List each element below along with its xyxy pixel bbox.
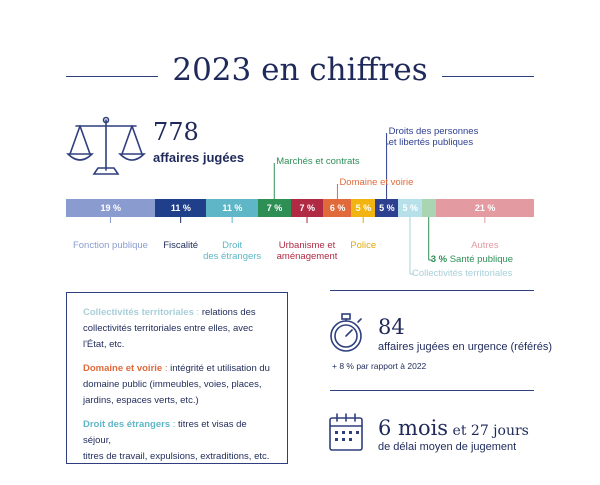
definition-term: Domaine et voirie (83, 363, 163, 374)
definition-term: Collectivités territoriales (83, 307, 194, 318)
definitions-box: Collectivités territoriales : relations … (66, 292, 288, 464)
definition-sep: : (162, 363, 171, 374)
urgence-label: affaires jugées en urgence (référés) (378, 341, 553, 353)
bar-value-label: 6 % (329, 203, 346, 213)
category-label-text: Fonction publique (72, 240, 148, 251)
bar-value-label: 5 % (355, 203, 372, 213)
scales-icon (66, 116, 146, 175)
category-label-text: Police (350, 240, 377, 251)
calendar-icon (329, 413, 363, 451)
stacked-bar: 19 % 11 % 11 % 7 % 7 % 6 % 5 % 5 % 5 % 21 % (66, 199, 535, 217)
category-label-text: Droits des personnes et libertés publiqu… (388, 126, 479, 148)
definitions-list: Collectivités territoriales : relations … (67, 293, 287, 485)
bar-value-label: 7 % (299, 203, 315, 213)
category-label-marches-et-contrats: Marchés et contrats (276, 156, 359, 167)
category-label-fonction-publique: Fonction publique (73, 240, 148, 251)
definition-text: collectivités territoriales entre elles,… (83, 323, 254, 334)
category-label-police: Police (350, 240, 376, 251)
category-label-text: Marchés et contrats (276, 156, 360, 167)
bar-segment-droits-des-personnes-et-libertes-publiques: 5 % (374, 199, 399, 217)
page-title: 2023 en chiffres (172, 52, 428, 88)
definition-text: domaine public (immeubles, voies, places… (83, 379, 262, 390)
bar-value-label: 11 % (170, 203, 191, 213)
definition-text: jardins, espaces verts, etc.) (83, 395, 199, 406)
bar-value-label: 21 % (474, 203, 496, 213)
category-label-collectivites-territoriales: Collectivités territoriales (412, 268, 512, 279)
bar-segment-collectivites-territoriales: 5 % (398, 199, 423, 217)
category-label-sante-publique: 3 % Santé publique (431, 254, 513, 265)
urgence-trend: + 8 % par rapport à 2022 (332, 361, 426, 371)
stopwatch-icon (330, 313, 362, 352)
definition-item: Droit des étrangers : titres et visas de… (83, 417, 271, 465)
category-label-text: Autres (471, 240, 499, 251)
category-label-text: Urbanisme et aménagement (276, 240, 338, 262)
jugees-number: 778 (153, 118, 199, 146)
jugees-label: affaires jugées (153, 150, 245, 165)
definition-text: relations des (201, 307, 256, 318)
definition-sep: : (193, 307, 202, 318)
category-label-domaine-et-voirie: Domaine et voirie (339, 177, 413, 188)
category-label-urbanisme-et-amenagement: Urbanisme et aménagement (277, 240, 338, 262)
bar-segment-fiscalite: 11 % (154, 199, 207, 217)
bar-segment-droit-des-etrangers: 11 % (206, 199, 259, 217)
category-label-text: Droit des étrangers (203, 240, 262, 262)
title-rule-right (442, 76, 534, 77)
category-label-text: Collectivités territoriales (411, 268, 513, 279)
definition-item: Domaine et voirie : intégrité et utilisa… (83, 361, 271, 409)
bar-segment-police: 5 % (351, 199, 376, 217)
definition-term: Droit des étrangers (83, 419, 171, 430)
category-label-text: Santé publique (449, 254, 514, 265)
urgence-rule (330, 290, 534, 291)
category-label-fiscalite: Fiscalité (163, 240, 198, 251)
bar-value-label: 19 % (100, 203, 121, 213)
bar-segment-urbanisme-et-amenagement: 7 % (290, 199, 324, 217)
bar-segment-fonction-publique: 19 % (66, 199, 156, 217)
definition-item: Collectivités territoriales : relations … (83, 305, 271, 353)
definition-text: titres de travail, expulsions, extraditi… (83, 451, 270, 462)
bar-segment-sante-publique (421, 199, 437, 217)
bar-value-label: 5 % (402, 203, 418, 213)
definition-text: l'État, etc. (83, 339, 125, 350)
definition-text: titres et visas de séjour, (83, 419, 247, 446)
bar-value-label: 7 % (266, 203, 283, 213)
stacked-bar-chart: 19 % 11 % 11 % 7 % 7 % 6 % 5 % 5 % 5 % 21 % Fonct… (66, 126, 535, 279)
urgence-trend-text: + 8 % par rapport à 2022 (332, 361, 427, 371)
urgence-number: 84 (378, 315, 405, 339)
label-connectors (109, 133, 486, 275)
category-label-text: Domaine et voirie (339, 177, 414, 188)
delai-number: 6 mois (378, 416, 449, 440)
bar-value-label: 11 % (222, 203, 243, 213)
title-rule-left (66, 76, 158, 77)
bar-segment-autres: 21 % (435, 199, 535, 217)
category-label-text: Fiscalité (163, 240, 199, 251)
delai-suffix: et 27 jours (452, 423, 529, 439)
bar-segment-domaine-et-voirie: 6 % (323, 199, 352, 217)
definition-text: intégrité et utilisation du (170, 363, 270, 374)
delai-rule (330, 390, 534, 391)
definition-sep: : (170, 419, 179, 430)
category-label-droit-des-etrangers: Droit des étrangers (203, 240, 261, 262)
bar-segment-marches-et-contrats: 7 % (257, 199, 292, 217)
delai-heading: 6 mois et 27 jours (378, 416, 529, 440)
delai-label: de délai moyen de jugement (378, 441, 517, 453)
sante-value: 3 % (430, 254, 448, 265)
category-label-droits-des-personnes-et-libertes-publiques: Droits des personnes et libertés publiqu… (389, 126, 479, 148)
bar-value-label: 5 % (379, 203, 395, 213)
category-label-autres: Autres (471, 240, 498, 251)
